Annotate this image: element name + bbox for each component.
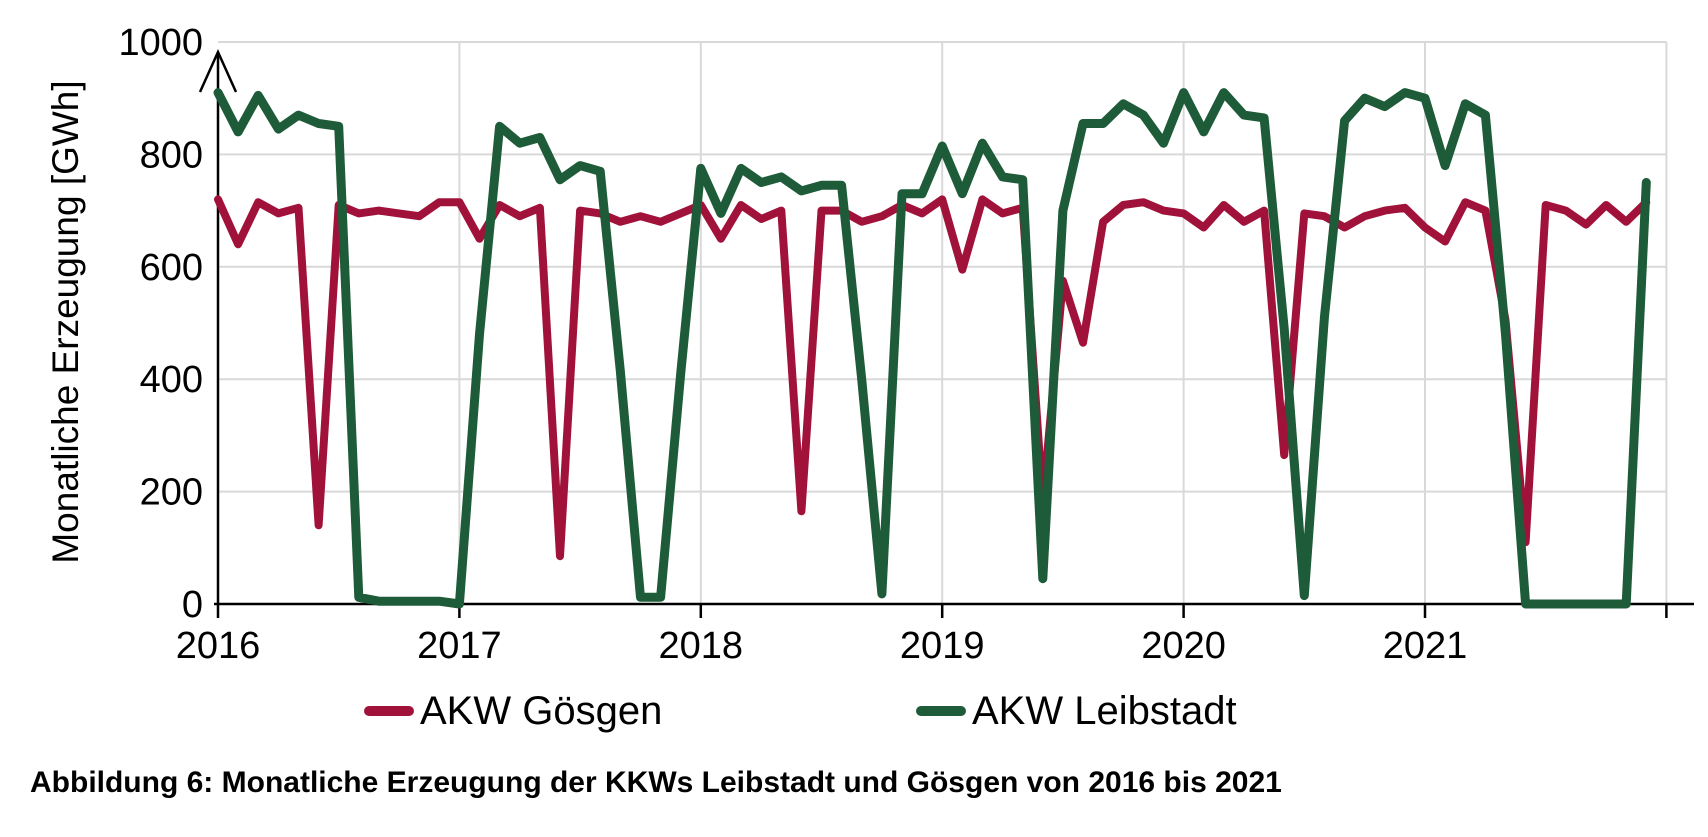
x-year-label-2017: 2017: [417, 625, 502, 667]
x-year-label-2016: 2016: [176, 625, 261, 667]
y-tick-label-600: 600: [140, 247, 203, 289]
data-series: [213, 88, 1651, 609]
legend-swatch-goesgen: [364, 706, 414, 716]
legend-item-goesgen: AKW Gösgen: [364, 686, 662, 736]
legend-swatch-leibstadt: [916, 706, 966, 716]
series-line-goesgen: [214, 195, 1651, 561]
x-year-label-2019: 2019: [900, 625, 985, 667]
x-year-label-2018: 2018: [659, 625, 744, 667]
y-tick-label-0: 0: [182, 584, 203, 626]
y-tick-label-800: 800: [140, 134, 203, 176]
gridlines: [218, 41, 1668, 604]
legend-label-goesgen: AKW Gösgen: [420, 688, 663, 733]
y-axis-title: Monatliche Erzeugung [GWh]: [45, 80, 86, 563]
legend-item-leibstadt: AKW Leibstadt: [916, 686, 1237, 736]
y-axis-arrow-icon: [198, 48, 238, 93]
axes: [198, 48, 1694, 618]
axis-labels: Monatliche Erzeugung [GWh] 0 200 400 600 800…: [45, 22, 1467, 667]
x-year-label-2020: 2020: [1141, 625, 1226, 667]
y-tick-label-400: 400: [140, 359, 203, 401]
legend-label-leibstadt: AKW Leibstadt: [972, 688, 1237, 733]
series-line-leibstadt: [213, 88, 1651, 609]
figure-caption: Abbildung 6: Monatliche Erzeugung der KK…: [30, 766, 1282, 799]
y-tick-label-200: 200: [140, 472, 203, 514]
x-axis-ticks: [216, 604, 1668, 618]
legend: AKW Gösgen AKW Leibstadt: [0, 686, 1708, 736]
y-tick-label-1000: 1000: [118, 22, 203, 64]
x-year-label-2021: 2021: [1383, 625, 1468, 667]
